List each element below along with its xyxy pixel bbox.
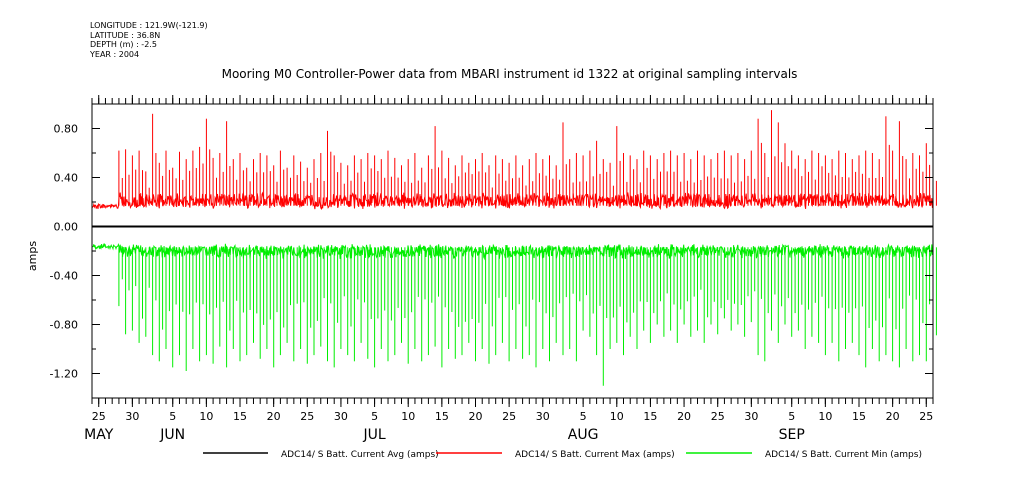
x-tick-label: 15: [643, 410, 657, 423]
x-tick-label: 10: [818, 410, 832, 423]
x-tick-label: 25: [711, 410, 725, 423]
legend-label: ADC14/ S Batt. Current Avg (amps): [281, 450, 439, 460]
month-label: JUN: [159, 427, 185, 443]
series-layer: [91, 110, 937, 386]
x-tick-label: 25: [92, 410, 106, 423]
longitude-label: LONGITUDE : 121.9W(-121.9): [90, 21, 208, 30]
month-label: SEP: [779, 427, 805, 443]
y-tick-label: 0.00: [54, 221, 79, 234]
y-tick-label: -1.20: [50, 368, 78, 381]
mooring-metadata: LONGITUDE : 121.9W(-121.9) LATITUDE : 36…: [90, 21, 208, 59]
month-label: MAY: [84, 427, 114, 443]
legend: ADC14/ S Batt. Current Avg (amps) ADC14/ …: [203, 450, 922, 460]
x-tick-label: 30: [125, 410, 139, 423]
x-tick-label: 25: [502, 410, 516, 423]
legend-item: ADC14/ S Batt. Current Min (amps): [686, 450, 922, 460]
depth-label: DEPTH (m) : -2.5: [90, 40, 157, 49]
x-tick-label: 10: [199, 410, 213, 423]
y-tick-label: 0.40: [54, 172, 79, 185]
axes-layer: 0.80 0.40 0.00 -0.40 -0.80 -1.20 25 30 5 10 15 20 25…: [50, 95, 934, 443]
x-tick-label: 20: [468, 410, 482, 423]
x-tick-label: 25: [919, 410, 933, 423]
x-tick-label: 20: [677, 410, 691, 423]
legend-label: ADC14/ S Batt. Current Min (amps): [765, 450, 922, 460]
x-tick-label: 20: [267, 410, 281, 423]
chart-title: Mooring M0 Controller-Power data from MB…: [221, 67, 798, 81]
month-label: AUG: [568, 427, 599, 443]
series-max: [91, 110, 937, 211]
x-tick-label: 5: [169, 410, 176, 423]
x-tick-label: 15: [852, 410, 866, 423]
x-tick-label: 5: [371, 410, 378, 423]
x-tick-label: 25: [300, 410, 314, 423]
x-tick-label: 20: [886, 410, 900, 423]
x-tick-label: 15: [435, 410, 449, 423]
x-tick-label: 10: [610, 410, 624, 423]
year-label: YEAR : 2004: [90, 49, 140, 59]
y-tick-label: -0.40: [50, 270, 78, 283]
y-tick-label: 0.80: [54, 123, 79, 136]
legend-item: ADC14/ S Batt. Current Avg (amps): [203, 450, 439, 460]
y-tick-label: -0.80: [50, 319, 78, 332]
latitude-label: LATITUDE : 36.8N: [90, 30, 161, 40]
x-tick-label: 30: [536, 410, 550, 423]
x-tick-label: 10: [401, 410, 415, 423]
x-tick-label: 30: [744, 410, 758, 423]
x-tick-label: 15: [233, 410, 247, 423]
legend-label: ADC14/ S Batt. Current Max (amps): [515, 450, 675, 460]
month-label: JUL: [362, 427, 385, 443]
x-tick-label: 5: [788, 410, 795, 423]
y-axis-label: amps: [26, 241, 39, 271]
x-tick-label: 30: [334, 410, 348, 423]
series-min: [91, 242, 937, 386]
legend-item: ADC14/ S Batt. Current Max (amps): [436, 450, 675, 460]
x-tick-label: 5: [580, 410, 587, 423]
